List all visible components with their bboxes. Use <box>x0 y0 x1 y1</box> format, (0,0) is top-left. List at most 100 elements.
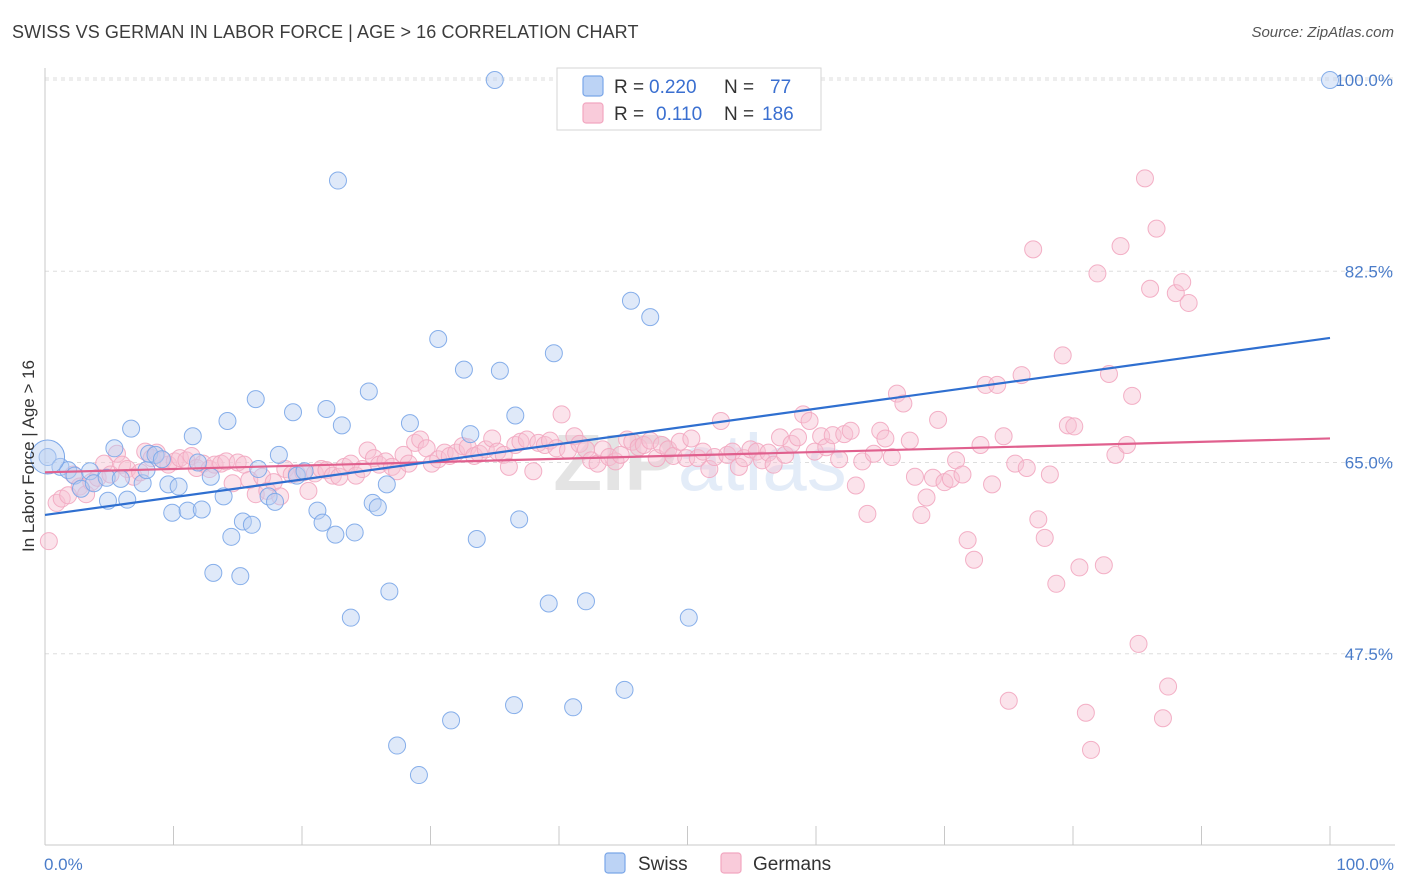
data-point <box>358 441 377 460</box>
data-point <box>776 445 795 464</box>
bottom-legend-swatch-germans <box>720 852 742 874</box>
data-point <box>467 530 486 548</box>
data-point <box>1135 169 1154 188</box>
data-point <box>753 451 772 470</box>
data-point <box>222 527 241 546</box>
data-point <box>359 382 378 401</box>
data-point <box>39 532 58 551</box>
data-point <box>214 487 233 506</box>
data-point <box>1166 284 1185 303</box>
legend-n-label-swiss: N = <box>724 77 754 98</box>
data-point <box>249 460 268 479</box>
data-point <box>1053 346 1072 365</box>
data-point <box>882 448 901 467</box>
x-tick-label-0: 0.0% <box>44 855 83 874</box>
data-point <box>1070 558 1089 577</box>
data-point <box>641 308 660 327</box>
swiss-points <box>30 71 1339 785</box>
data-point <box>461 425 480 444</box>
trend-line-germans <box>44 437 1331 474</box>
data-point <box>269 445 288 464</box>
data-point <box>1058 416 1077 435</box>
data-point <box>499 457 518 476</box>
data-point <box>406 433 425 452</box>
data-point <box>983 475 1002 494</box>
data-point <box>1017 458 1036 477</box>
data-point <box>377 475 396 494</box>
data-point <box>1088 264 1107 283</box>
data-point <box>429 330 448 349</box>
data-point <box>201 467 220 486</box>
data-point <box>105 439 124 458</box>
data-point <box>929 410 948 429</box>
germans-points <box>39 169 1198 759</box>
data-point <box>97 468 116 487</box>
data-point <box>958 531 977 550</box>
data-point <box>170 449 189 468</box>
legend-swatch-swiss <box>582 75 604 97</box>
data-point <box>1111 237 1130 256</box>
data-point <box>95 454 114 473</box>
data-point <box>894 394 913 413</box>
data-point <box>313 513 332 532</box>
trend-line-swiss <box>44 336 1331 517</box>
data-point <box>830 450 849 469</box>
data-point <box>999 691 1018 710</box>
data-point <box>409 766 428 785</box>
data-point <box>485 71 504 89</box>
data-point <box>1024 240 1043 259</box>
data-point <box>217 452 236 471</box>
data-point <box>506 406 525 425</box>
data-point-large <box>30 439 66 475</box>
data-point <box>341 608 360 627</box>
data-point <box>1035 528 1054 547</box>
data-point <box>505 696 524 715</box>
bottom-legend-swatch-swiss <box>604 852 626 874</box>
legend-swatch-germans <box>582 102 604 124</box>
legend-n-value-germans: 186 <box>762 104 794 125</box>
data-point <box>1094 556 1113 575</box>
data-point <box>1106 445 1125 464</box>
data-point <box>1159 677 1178 696</box>
source-label: Source: ZipAtlas.com <box>1251 24 1394 41</box>
data-point <box>812 427 831 446</box>
data-point <box>1141 279 1160 298</box>
data-point <box>917 488 936 507</box>
data-point <box>510 510 529 529</box>
data-point <box>454 360 473 379</box>
data-point <box>912 505 931 524</box>
data-point <box>169 477 188 496</box>
x-ticks <box>44 826 1331 845</box>
data-point <box>1123 386 1142 405</box>
data-point <box>246 390 265 409</box>
data-point <box>588 454 607 473</box>
y-tick-label: 47.5% <box>1345 645 1393 664</box>
y-tick-labels: 47.5% 65.0% 82.5% 100.0% <box>1335 71 1393 664</box>
data-point <box>764 455 783 474</box>
data-point <box>965 550 984 569</box>
data-point <box>380 582 399 601</box>
data-point <box>858 504 877 523</box>
data-point <box>747 442 766 461</box>
data-point <box>122 419 141 438</box>
legend-n-label-germans: N = <box>724 104 754 125</box>
data-point <box>679 608 698 627</box>
trend-lines <box>44 336 1331 517</box>
data-point <box>800 411 819 430</box>
data-point <box>308 501 327 520</box>
data-point <box>163 503 182 522</box>
data-point <box>953 465 972 484</box>
y-tick-label: 82.5% <box>1345 262 1393 281</box>
data-point <box>1179 293 1198 312</box>
data-point <box>332 416 351 435</box>
legend-r-value-swiss: 0.220 <box>649 77 697 98</box>
y-axis-label: In Labor Force | Age > 16 <box>19 360 38 552</box>
data-point <box>1006 454 1025 473</box>
legend-n-value-swiss: 77 <box>770 77 791 98</box>
bottom-legend-label-germans: Germans <box>753 854 831 875</box>
data-point <box>576 592 595 611</box>
data-point <box>900 431 919 450</box>
chart-title: SWISS VS GERMAN IN LABOR FORCE | AGE > 1… <box>12 22 639 42</box>
data-point <box>1047 574 1066 593</box>
data-point <box>1081 740 1100 759</box>
